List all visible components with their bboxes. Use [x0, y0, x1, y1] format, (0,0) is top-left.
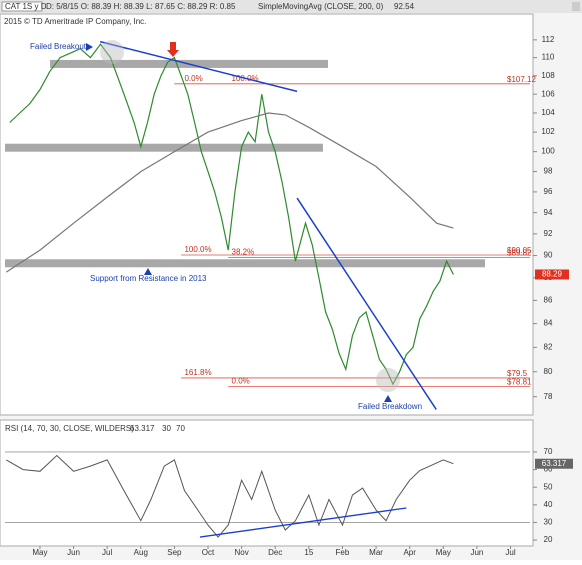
y-tick-label: 78 [544, 392, 553, 401]
quote: D: 5/8/15 O: 88.39 H: 88.39 L: 87.65 C: … [46, 2, 236, 11]
fib-label: 100.0% [184, 245, 211, 254]
rsi-tick-label: 70 [544, 447, 553, 456]
price-line [9, 43, 454, 386]
x-tick-label: Jun [67, 548, 80, 557]
rsi-panel [0, 419, 534, 547]
rsi-tick-label: 20 [544, 535, 553, 544]
rsi-value-header: 63.317 [130, 424, 155, 433]
x-tick-label: Apr [403, 548, 416, 557]
y-tick-label: 112 [542, 35, 555, 44]
y-tick-label: 84 [544, 319, 553, 328]
symbol-box [1, 1, 43, 12]
price-box-label: 88.29 [542, 270, 563, 279]
annotation: Support from Resistance in 2013 [90, 274, 207, 283]
y-tick-label: 94 [544, 208, 553, 217]
price-line [5, 112, 454, 273]
x-tick-label: Aug [134, 548, 148, 557]
header-bar [0, 0, 582, 13]
highlight [100, 40, 124, 64]
fib-label: 161.8% [184, 368, 211, 377]
level-label: $78.81 [507, 378, 532, 387]
x-tick-label: Dec [268, 548, 282, 557]
x-tick-label: Jul [102, 548, 112, 557]
price-panel [0, 13, 534, 416]
x-tick-label: Mar [369, 548, 383, 557]
rsi-level-header: 30 [162, 424, 171, 433]
plot: 7880828486889092949698100102104106108110… [5, 35, 573, 557]
rsi-box [535, 458, 573, 469]
annotation: Failed Breakout [30, 42, 87, 51]
divergence-line [199, 507, 407, 538]
y-tick-label: 100 [541, 147, 555, 156]
study-value: 92.54 [394, 2, 415, 11]
annotation: Failed Breakdown [358, 402, 422, 411]
x-tick-label: May [32, 548, 47, 557]
arrow [167, 42, 179, 57]
y-tick-label: 92 [544, 229, 553, 238]
subtitle: 2015 © TD Ameritrade IP Company, Inc. [4, 17, 146, 26]
rsi-title: RSI (14, 70, 30, CLOSE, WILDERS) [5, 424, 134, 433]
marker [384, 395, 392, 402]
y-tick-label: 108 [541, 71, 555, 80]
x-tick-label: Nov [235, 548, 249, 557]
support-band [5, 259, 485, 268]
trendline [296, 197, 437, 410]
marker [144, 268, 152, 275]
level-label: $89.82 [507, 249, 532, 258]
rsi-box-label: 63.317 [542, 459, 567, 468]
marker [86, 43, 93, 51]
x-tick-label: Feb [336, 548, 350, 557]
x-tick-label: Sep [167, 548, 182, 557]
fib-label: 38.2% [232, 248, 255, 257]
y-tick-label: 90 [544, 251, 553, 260]
support-band [5, 143, 323, 152]
x-tick-label: 15 [304, 548, 313, 557]
study: SimpleMovingAvg (CLOSE, 200, 0) [258, 2, 384, 11]
trendline [99, 40, 298, 93]
y-tick-label: 96 [544, 187, 553, 196]
y-tick-label: 98 [544, 167, 553, 176]
x-tick-label: Oct [202, 548, 215, 557]
rsi-tick-label: 40 [544, 500, 553, 509]
price-box [535, 269, 569, 280]
y-tick-label: 80 [544, 367, 553, 376]
level-label: $79.5 [507, 369, 528, 378]
fib-label: 0.0% [184, 74, 202, 83]
x-tick-label: May [436, 548, 451, 557]
icon [572, 2, 580, 11]
y-tick-label: 106 [541, 89, 555, 98]
y-tick-label: 110 [542, 53, 555, 62]
rsi-tick-label: 60 [544, 465, 553, 474]
level-label: $107.12 [507, 75, 536, 84]
y-tick-label: 82 [544, 342, 553, 351]
y-tick-label: 102 [541, 127, 555, 136]
x-tick-label: Jun [470, 548, 483, 557]
rsi-tick-label: 30 [544, 518, 553, 527]
rsi-line [6, 454, 454, 538]
y-tick-label: 86 [544, 296, 553, 305]
rsi-tick-label: 50 [544, 482, 553, 491]
rsi-level-header: 70 [176, 424, 185, 433]
x-tick-label: Jul [505, 548, 515, 557]
symbol: CAT 1S y D [5, 2, 47, 11]
fib-label: 0.0% [232, 377, 250, 386]
y-tick-label: 104 [541, 108, 555, 117]
level-label: $90.05 [507, 246, 532, 255]
highlight [376, 368, 400, 392]
